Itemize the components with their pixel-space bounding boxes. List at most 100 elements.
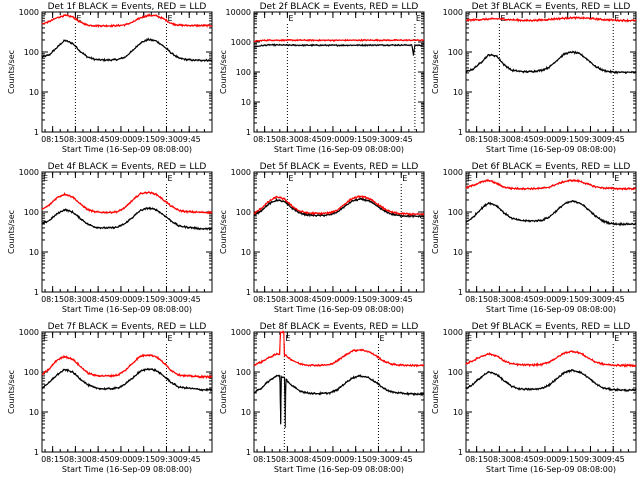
y-tick-label: 1 [458, 288, 463, 297]
plot-frame [41, 11, 213, 133]
events-series-envelope [41, 38, 212, 61]
panel-det-4: Det 4f BLACK = Events, RED = LLD 1 10 100 10… [7, 162, 213, 314]
chart-title: Det 5f BLACK = Events, RED = LLD [260, 162, 419, 172]
y-tick-label: 1000 [19, 168, 39, 177]
event-marker-label: E [467, 334, 472, 343]
events-series-envelope [253, 198, 424, 217]
x-tick-label: 09:00 [533, 295, 556, 304]
x-tick-label: 08:15 [253, 455, 276, 464]
x-tick-label: 08:45 [299, 135, 322, 144]
y-axis-label: Counts/sec [7, 210, 16, 254]
panel-det-3: Det 3f BLACK = Events, RED = LLD 1 10 100 10… [431, 2, 637, 154]
x-tick-label: 08:30 [276, 135, 299, 144]
x-tick-label: 08:30 [488, 455, 511, 464]
x-tick-label: 09:30 [155, 455, 178, 464]
event-marker-label: E [167, 174, 172, 183]
x-tick-label: 08:45 [511, 135, 534, 144]
event-marker-label: E [167, 334, 172, 343]
event-marker-label: E [43, 174, 48, 183]
x-tick-label: 08:15 [465, 135, 488, 144]
y-tick-label: 10 [29, 408, 39, 417]
y-tick-label: 1 [458, 128, 463, 137]
plot-frame [253, 171, 425, 293]
y-tick-label: 1000 [231, 328, 251, 337]
x-tick-label: 09:30 [367, 135, 390, 144]
y-tick-label: 1000 [443, 168, 463, 177]
x-tick-label: 08:30 [64, 135, 87, 144]
events-series-envelope [253, 44, 421, 56]
event-marker-label: E [402, 174, 407, 183]
x-tick-label: 09:00 [321, 295, 344, 304]
events-series-envelope [41, 207, 212, 230]
chart-title: Det 4f BLACK = Events, RED = LLD [48, 162, 207, 172]
y-tick-label: 1 [34, 448, 39, 457]
x-tick-label: 08:15 [465, 455, 488, 464]
chart-title: Det 8f BLACK = Events, RED = LLD [260, 322, 419, 332]
event-marker-label: E [43, 334, 48, 343]
x-tick-label: 09:00 [321, 455, 344, 464]
event-marker-label: E [614, 334, 619, 343]
x-axis-label: Start Time (16-Sep-09 08:08:00) [486, 145, 616, 154]
y-tick-label: 10 [241, 98, 251, 107]
lld-series-envelope [465, 179, 636, 190]
x-axis-label: Start Time (16-Sep-09 08:08:00) [62, 305, 192, 314]
x-tick-label: 09:30 [579, 295, 602, 304]
chart-title: Det 6f BLACK = Events, RED = LLD [472, 162, 631, 172]
x-tick-label: 09:30 [155, 135, 178, 144]
lld-series-envelope [465, 17, 637, 22]
x-tick-label: 09:00 [321, 135, 344, 144]
event-marker-label: E [167, 14, 172, 23]
x-tick-label: 09:45 [602, 295, 625, 304]
x-tick-label: 08:15 [41, 455, 64, 464]
x-tick-label: 09:15 [556, 135, 579, 144]
chart-title: Det 3f BLACK = Events, RED = LLD [472, 2, 631, 12]
x-tick-label: 09:00 [533, 135, 556, 144]
y-tick-label: 1 [34, 128, 39, 137]
x-axis-label: Start Time (16-Sep-09 08:08:00) [62, 465, 192, 474]
y-axis-label: Counts/sec [431, 370, 440, 414]
panel-det-8: Det 8f BLACK = Events, RED = LLD 1 10 100 10… [219, 322, 425, 474]
events-series-envelope [465, 200, 636, 225]
x-tick-label: 09:45 [390, 455, 413, 464]
x-tick-label: 09:30 [367, 295, 390, 304]
y-axis-label: Counts/sec [7, 370, 16, 414]
y-tick-label: 10 [241, 248, 251, 257]
y-tick-label: 10 [29, 248, 39, 257]
events-series-envelope [465, 369, 636, 391]
x-axis-label: Start Time (16-Sep-09 08:08:00) [486, 465, 616, 474]
y-axis-label: Counts/sec [219, 370, 228, 414]
lld-series-envelope [465, 350, 636, 366]
y-tick-label: 1000 [19, 328, 39, 337]
event-marker-label: E [416, 14, 421, 23]
y-tick-label: 1000 [231, 38, 251, 47]
lld-series-envelope [253, 331, 424, 366]
x-tick-label: 09:45 [602, 135, 625, 144]
x-tick-label: 08:45 [87, 455, 110, 464]
y-axis-label: Counts/sec [431, 210, 440, 254]
x-axis-label: Start Time (16-Sep-09 08:08:00) [486, 305, 616, 314]
x-tick-label: 09:15 [556, 295, 579, 304]
x-tick-label: 08:30 [488, 135, 511, 144]
lld-series-envelope [41, 14, 212, 27]
chart-title: Det 2f BLACK = Events, RED = LLD [260, 2, 419, 12]
panel-det-5: Det 5f BLACK = Events, RED = LLD 1 10 100 10… [219, 162, 425, 314]
events-series-envelope [465, 51, 636, 73]
x-tick-label: 09:15 [556, 455, 579, 464]
x-tick-label: 09:45 [178, 295, 201, 304]
chart-title: Det 9f BLACK = Events, RED = LLD [472, 322, 631, 332]
x-tick-label: 08:45 [87, 295, 110, 304]
x-tick-label: 08:15 [41, 295, 64, 304]
x-tick-label: 09:15 [344, 295, 367, 304]
y-tick-label: 1000 [231, 168, 251, 177]
y-tick-label: 10 [453, 408, 463, 417]
x-tick-label: 09:30 [367, 455, 390, 464]
x-tick-label: 08:45 [87, 135, 110, 144]
x-tick-label: 09:45 [178, 135, 201, 144]
x-tick-label: 08:15 [465, 295, 488, 304]
event-marker-label: E [379, 334, 384, 343]
y-tick-label: 100 [24, 48, 39, 57]
y-tick-label: 10 [241, 408, 251, 417]
x-tick-label: 09:30 [155, 295, 178, 304]
x-tick-label: 08:45 [299, 295, 322, 304]
panel-det-9: Det 9f BLACK = Events, RED = LLD 1 10 100 10… [431, 322, 637, 474]
